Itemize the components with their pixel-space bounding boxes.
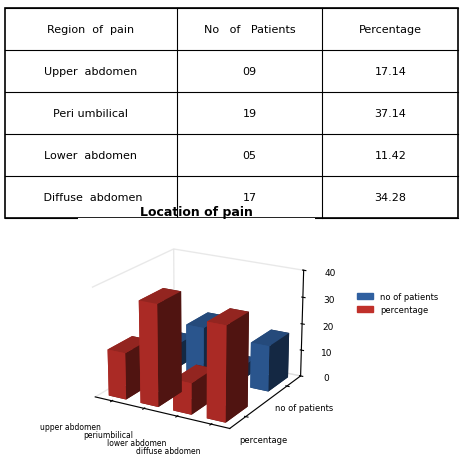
Title: Location of pain: Location of pain: [140, 205, 253, 218]
Text: 11.42: 11.42: [375, 151, 406, 161]
Text: 37.14: 37.14: [375, 109, 406, 119]
Text: 34.28: 34.28: [374, 192, 407, 202]
Text: 17: 17: [243, 192, 257, 202]
Text: Diffuse  abdomen: Diffuse abdomen: [40, 192, 142, 202]
Text: Upper  abdomen: Upper abdomen: [44, 67, 138, 77]
Text: Region  of  pain: Region of pain: [47, 25, 134, 35]
Text: 09: 09: [243, 67, 257, 77]
Text: 05: 05: [243, 151, 257, 161]
Text: Lower  abdomen: Lower abdomen: [44, 151, 138, 161]
Text: 17.14: 17.14: [375, 67, 406, 77]
Text: No   of   Patients: No of Patients: [204, 25, 295, 35]
Text: 19: 19: [243, 109, 257, 119]
Text: Peri umbilical: Peri umbilical: [53, 109, 128, 119]
Legend: no of patients, percentage: no of patients, percentage: [353, 289, 442, 318]
Text: Percentage: Percentage: [359, 25, 422, 35]
